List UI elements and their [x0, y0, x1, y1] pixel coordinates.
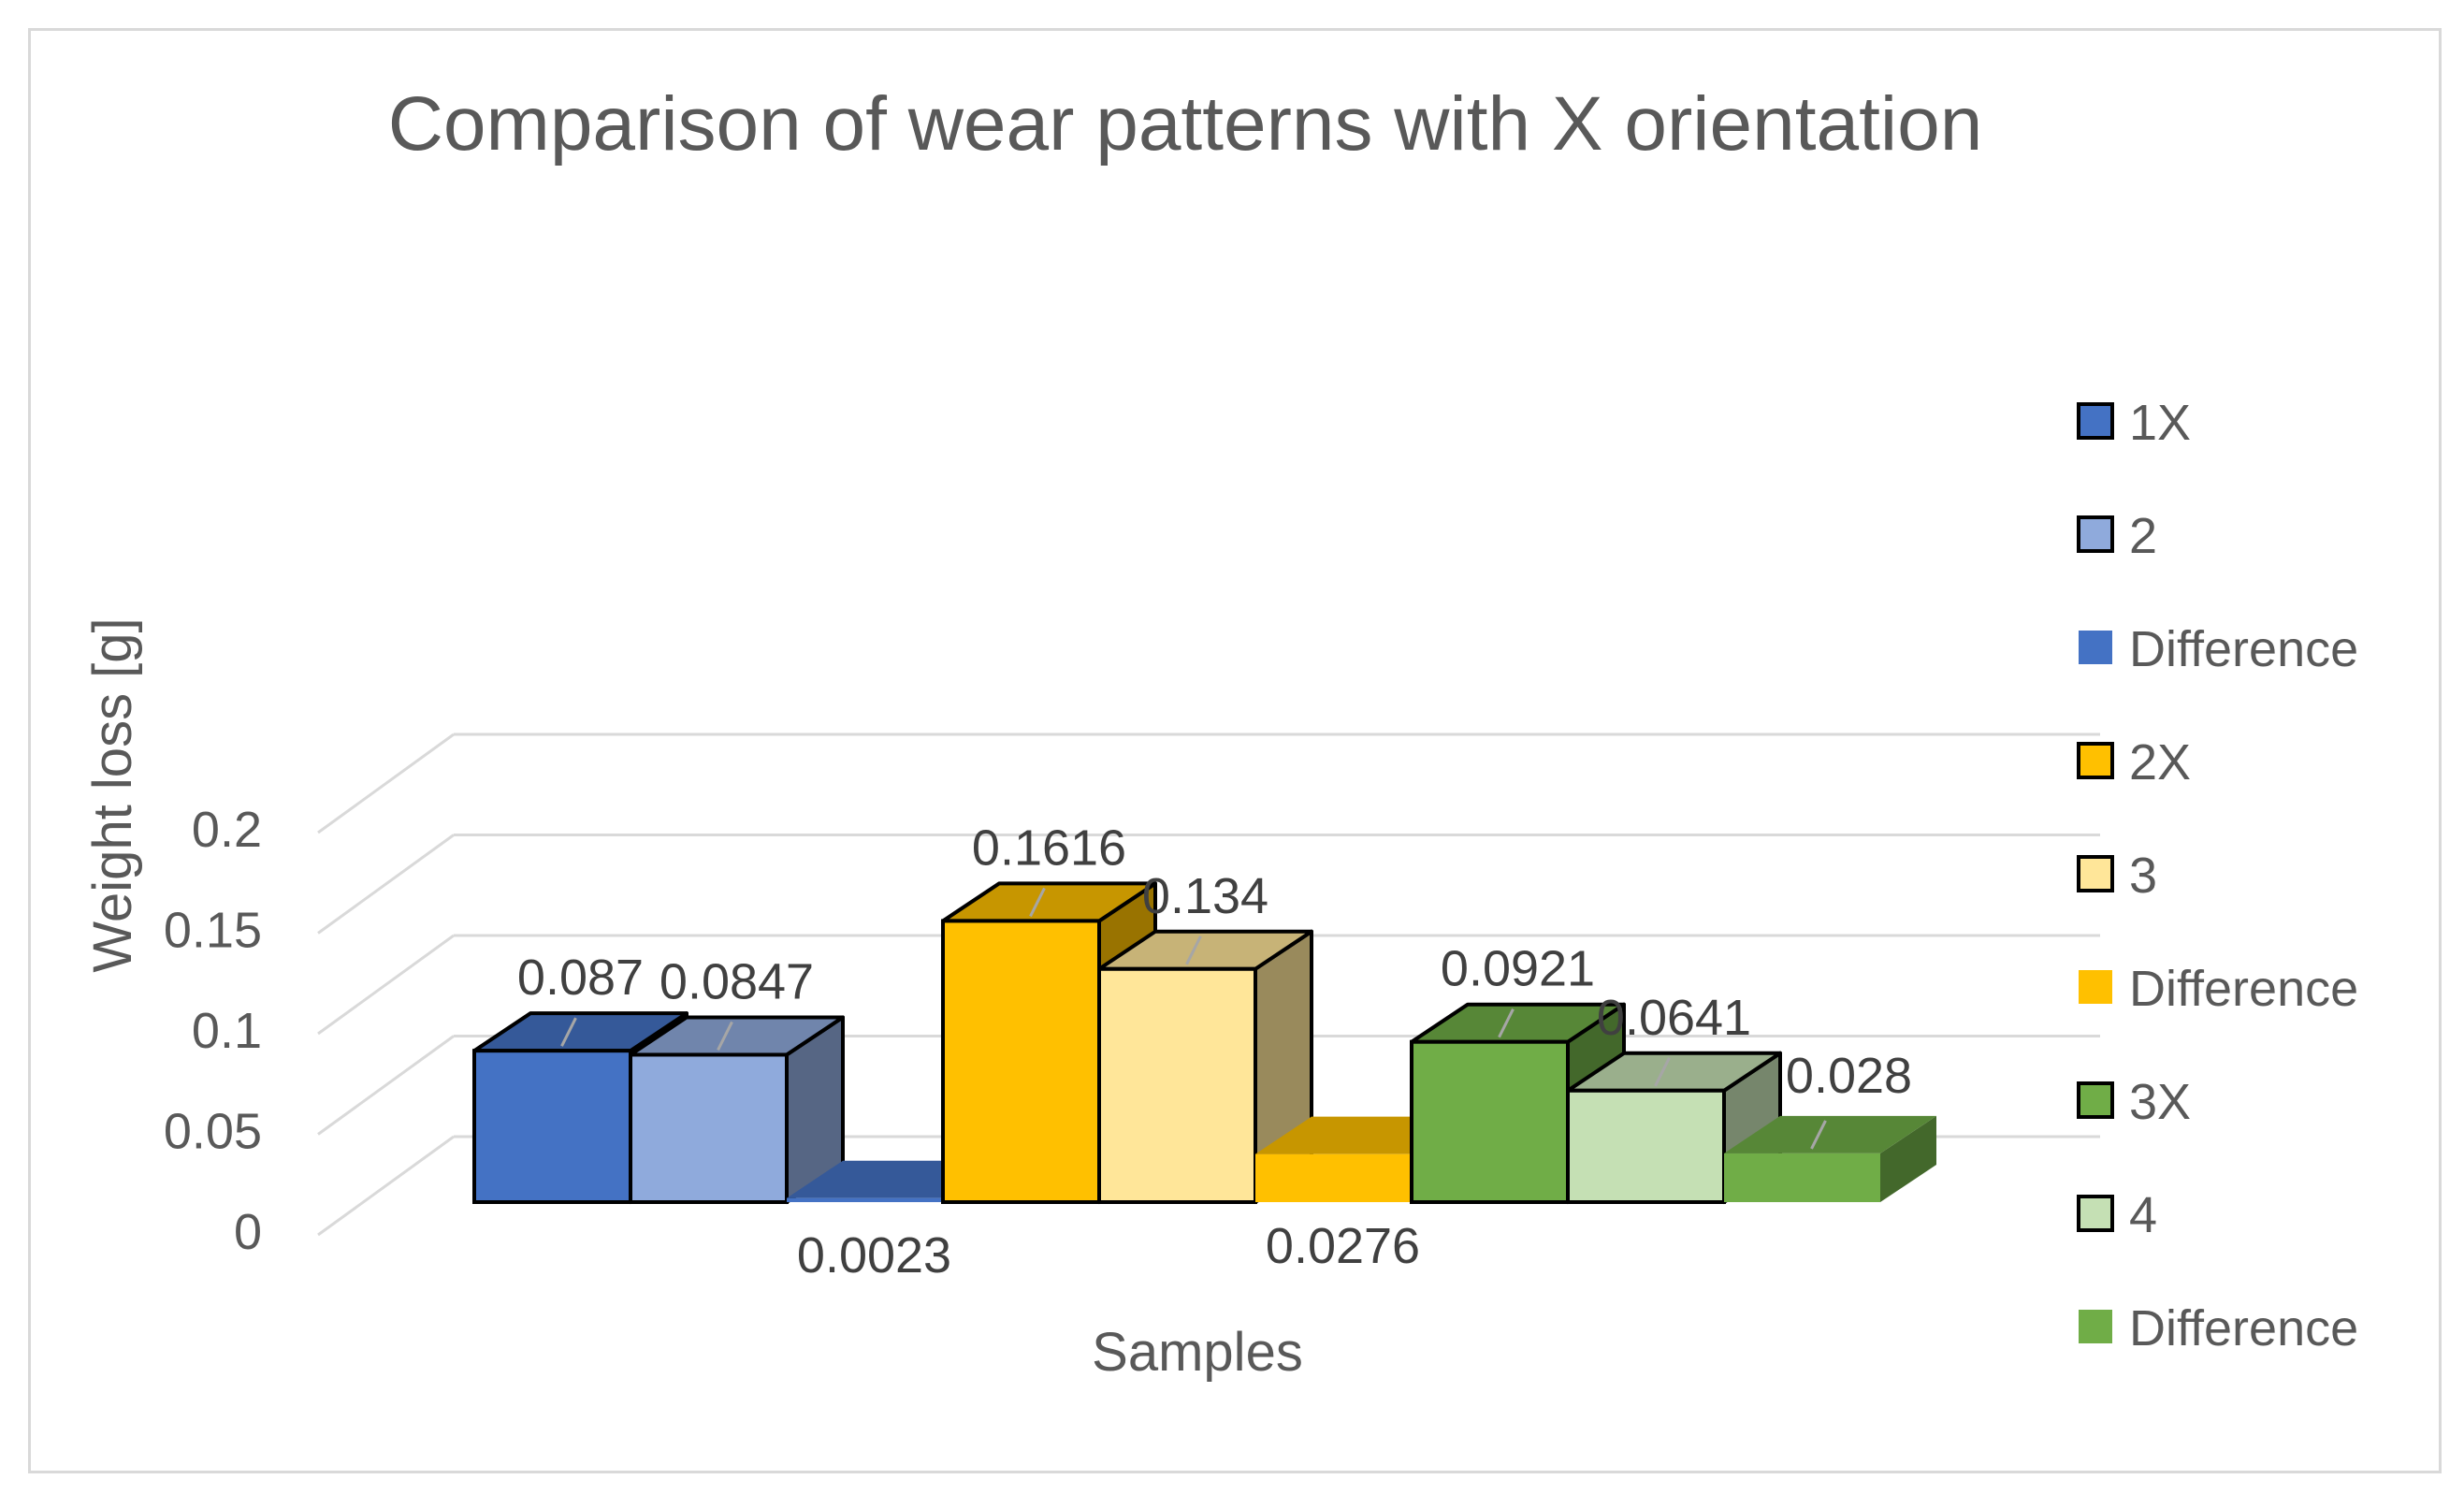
bar-side — [1880, 1115, 1936, 1202]
bar-top — [1724, 1115, 1936, 1153]
x-axis-label: Samples — [1092, 1322, 1303, 1383]
bars — [472, 881, 1936, 1205]
gridline-side — [317, 1035, 455, 1136]
y-tick-label: 0.05 — [164, 1104, 262, 1160]
y-tick-labels: 0 0.05 0.1 0.15 0.2 — [164, 802, 262, 1260]
legend-swatch — [2077, 742, 2114, 779]
legend-label: Difference — [2129, 961, 2358, 1017]
legend-swatch — [2077, 1081, 2114, 1119]
data-label: 0.1616 — [972, 820, 1126, 876]
data-label: 0.134 — [1142, 868, 1268, 924]
data-label: 0.087 — [517, 950, 644, 1006]
y-tick-label: 0.1 — [192, 1003, 262, 1059]
data-label: 0.0641 — [1597, 990, 1751, 1046]
legend-label: 4 — [2129, 1187, 2157, 1243]
data-label: 0.0921 — [1441, 941, 1595, 997]
legend: 1X 2 Difference 2X 3 Difference 3X 4 Difference — [2077, 395, 2358, 1356]
bar — [1097, 966, 1257, 1205]
legend-label: 2 — [2129, 508, 2157, 564]
bar — [472, 1049, 632, 1205]
legend-label: 2X — [2129, 734, 2191, 791]
bar — [1410, 1039, 1570, 1204]
gridline-side — [317, 732, 455, 834]
leader-line — [1654, 1057, 1671, 1087]
bar — [941, 919, 1101, 1204]
bar — [787, 1197, 943, 1202]
legend-swatch — [2077, 515, 2114, 553]
legend-swatch — [2077, 855, 2114, 892]
y-tick-label: 0.15 — [164, 903, 262, 959]
data-label: 0.0276 — [1266, 1218, 1420, 1274]
legend-swatch — [2079, 631, 2112, 664]
y-tick-label: 0.2 — [192, 802, 262, 858]
legend-swatch — [2077, 402, 2114, 440]
leader-line — [1810, 1120, 1827, 1150]
y-axis-label: Weight loss [g] — [82, 617, 143, 972]
gridline-side — [317, 834, 455, 935]
leader-line — [717, 1021, 733, 1052]
legend-label: Difference — [2129, 1300, 2358, 1356]
gridline-side — [317, 1135, 455, 1237]
legend-swatch — [2079, 1310, 2112, 1343]
leader-line — [1498, 1008, 1515, 1038]
y-tick-label: 0 — [234, 1204, 262, 1260]
data-label: 0.028 — [1786, 1048, 1912, 1104]
data-label: 0.0847 — [659, 953, 814, 1009]
legend-label: Difference — [2129, 621, 2358, 677]
leader-line — [1185, 936, 1202, 965]
gridline-side — [317, 934, 455, 1036]
legend-label: 3X — [2129, 1074, 2191, 1130]
legend-label: 3 — [2129, 848, 2157, 904]
bar — [1255, 1153, 1412, 1202]
leader-line — [1029, 887, 1046, 918]
legend-label: 1X — [2129, 395, 2191, 451]
data-label: 0.0023 — [797, 1227, 951, 1284]
legend-swatch — [2079, 970, 2112, 1004]
data-labels: 0.087 0.0847 0.0023 0.1616 0.134 0.0276 0.0921… — [517, 820, 1912, 1284]
bar — [629, 1052, 789, 1205]
bar — [1724, 1153, 1880, 1202]
chart-title: Comparison of wear patterns with X orien… — [388, 81, 1983, 167]
bar — [1566, 1088, 1726, 1205]
legend-swatch — [2077, 1195, 2114, 1232]
leader-line — [560, 1017, 577, 1047]
